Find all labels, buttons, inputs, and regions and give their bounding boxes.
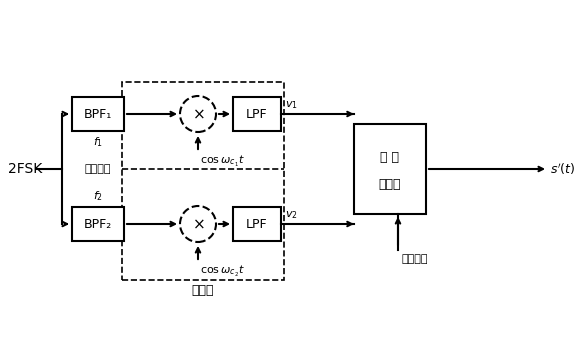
Text: $f_2$: $f_2$ (93, 189, 103, 203)
Bar (233, 97, 281, 131)
Text: BPF₂: BPF₂ (84, 218, 112, 231)
Bar (354, 124, 426, 214)
Text: $f_1$: $f_1$ (93, 135, 103, 149)
Text: $\times$: $\times$ (192, 106, 204, 122)
Text: 中心频率: 中心频率 (85, 164, 111, 174)
Text: $\cos\omega_{c_2}t$: $\cos\omega_{c_2}t$ (200, 264, 245, 279)
Text: $v_2$: $v_2$ (285, 209, 298, 221)
Ellipse shape (180, 96, 216, 132)
Ellipse shape (180, 206, 216, 242)
Bar (72, 97, 124, 131)
Text: BPF₁: BPF₁ (84, 108, 112, 121)
Text: LPF: LPF (246, 218, 268, 231)
Text: LPF: LPF (246, 108, 268, 121)
Text: $v_1$: $v_1$ (285, 99, 298, 111)
Text: 2FSK: 2FSK (8, 162, 42, 176)
Text: 判决器: 判决器 (379, 178, 401, 191)
Text: $\times$: $\times$ (192, 216, 204, 232)
Text: 抽 样: 抽 样 (381, 151, 400, 164)
Bar (122, 82, 284, 280)
Bar (72, 207, 124, 241)
Text: $s'(t)$: $s'(t)$ (550, 161, 574, 177)
Text: 解调器: 解调器 (192, 284, 214, 297)
Text: $\cos\omega_{c_1}t$: $\cos\omega_{c_1}t$ (200, 154, 245, 169)
Text: 定时脉冲: 定时脉冲 (402, 254, 429, 264)
Bar (233, 207, 281, 241)
